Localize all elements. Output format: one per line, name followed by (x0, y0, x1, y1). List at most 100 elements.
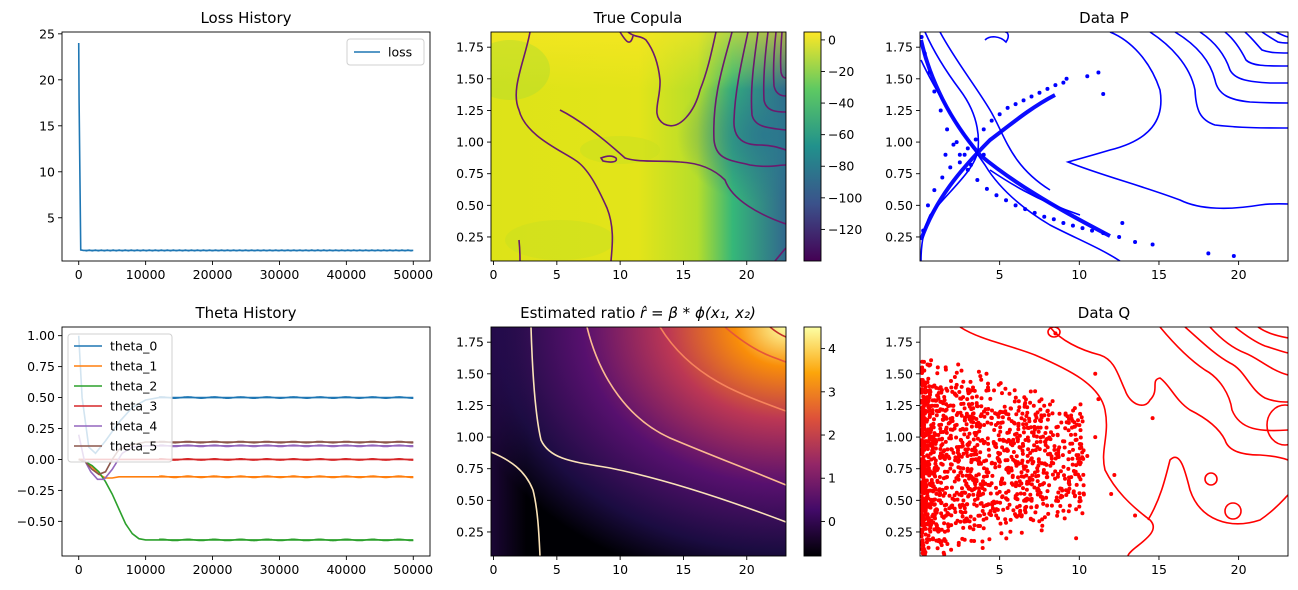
x-tick-label: 10 (612, 562, 628, 577)
scatter-point (969, 467, 974, 472)
scatter-point (993, 465, 998, 470)
y-tick-label: 0.75 (456, 166, 484, 181)
scatter-point (981, 479, 985, 484)
scatter-point (1020, 441, 1025, 446)
colorbar: 0 1 2 3 4 (803, 326, 836, 557)
y-tick-label: 1.75 (456, 335, 484, 350)
scatter-point (942, 521, 947, 526)
scatter-point (981, 474, 986, 479)
scatter-point (1037, 519, 1042, 524)
scatter-point (1066, 457, 1071, 462)
scatter-point (934, 527, 939, 532)
legend-box (346, 38, 425, 66)
plot-frame (61, 31, 431, 262)
scatter-point (1045, 86, 1050, 91)
chart-title: Estimated ratio r̂ = β * ϕ(x₁, x₂) (520, 304, 756, 322)
scatter-point (1043, 448, 1047, 453)
scatter-point (922, 416, 927, 421)
scatter-point (1072, 424, 1077, 429)
scatter-point (962, 406, 967, 411)
scatter-point (926, 516, 931, 521)
scatter-point (1020, 451, 1025, 456)
scatter-point (969, 424, 974, 429)
scatter-point (995, 456, 1000, 461)
scatter-point (971, 527, 976, 532)
scatter-point (1062, 516, 1067, 521)
scatter-point (952, 479, 957, 484)
scatter-points (1053, 331, 1155, 541)
scatter-point (1081, 472, 1086, 477)
loss-history-chart: Loss History 0 10000 20000 30000 40000 50000 5… (39, 9, 433, 282)
scatter-point (940, 487, 945, 492)
y-tick-label: 15 (39, 118, 55, 133)
x-tick-label: 10 (1071, 562, 1087, 577)
scatter-point (938, 491, 943, 496)
scatter-point (1043, 439, 1048, 444)
scatter-point (1051, 433, 1055, 438)
scatter-point (1011, 437, 1016, 442)
scatter-point (980, 509, 985, 513)
scatter-point (989, 415, 994, 420)
scatter-point (945, 388, 950, 393)
scatter-point (975, 443, 980, 447)
scatter-point (1021, 422, 1026, 427)
scatter-point (974, 452, 979, 457)
scatter-point (980, 539, 985, 544)
scatter-point (1056, 490, 1061, 495)
scatter-point (920, 387, 924, 392)
scatter-point (1039, 419, 1043, 424)
scatter-point (920, 400, 924, 405)
colorbar-tick-label: 3 (828, 384, 836, 399)
scatter-point (944, 427, 948, 432)
scatter-point (957, 452, 961, 457)
scatter-point (957, 458, 961, 463)
scatter-point (962, 418, 967, 423)
scatter-point (1073, 432, 1078, 437)
scatter-point (952, 391, 957, 396)
scatter-point (1000, 476, 1005, 481)
scatter-point (1053, 456, 1058, 461)
scatter-point (920, 365, 925, 370)
scatter-point (1013, 395, 1018, 400)
scatter-point (920, 35, 924, 40)
scatter-point (1078, 402, 1083, 407)
scatter-point (949, 462, 954, 467)
scatter-point (1053, 476, 1057, 481)
colorbar-tick-label: 1 (828, 471, 836, 486)
x-tick-label: 10000 (126, 267, 166, 282)
scatter-point (1067, 475, 1071, 480)
scatter-point (1062, 445, 1067, 450)
scatter-point (1018, 508, 1023, 513)
scatter-point (1133, 513, 1138, 518)
scatter-point (936, 433, 941, 437)
scatter-point (1074, 463, 1079, 468)
scatter-point (978, 374, 983, 379)
loss-noise-path (85, 249, 413, 252)
scatter-point (1150, 242, 1155, 247)
scatter-point (995, 412, 1000, 417)
scatter-point (981, 491, 986, 496)
scatter-point (947, 436, 952, 441)
scatter-point (922, 402, 927, 407)
scatter-point (1101, 91, 1106, 96)
scatter-point (967, 525, 972, 530)
legend-label-theta_0: theta_0 (110, 339, 157, 354)
scatter-point (1033, 389, 1038, 394)
scatter-point (982, 466, 986, 471)
scatter-point (1032, 424, 1037, 429)
plot-frame (490, 31, 787, 262)
scatter-point (1067, 450, 1072, 454)
scatter-point (1014, 496, 1019, 501)
scatter-point (934, 538, 939, 543)
scatter-point (1009, 481, 1014, 486)
scatter-point (948, 427, 953, 432)
loss-series-line (77, 43, 414, 252)
scatter-point (1040, 517, 1045, 522)
scatter-point (988, 512, 993, 517)
scatter-point (933, 398, 938, 403)
y-tick-label: 0.25 (27, 421, 55, 436)
scatter-point (1042, 461, 1047, 466)
scatter-point (1003, 517, 1008, 522)
scatter-point (920, 543, 924, 547)
y-tick-label: 1.00 (456, 135, 484, 150)
